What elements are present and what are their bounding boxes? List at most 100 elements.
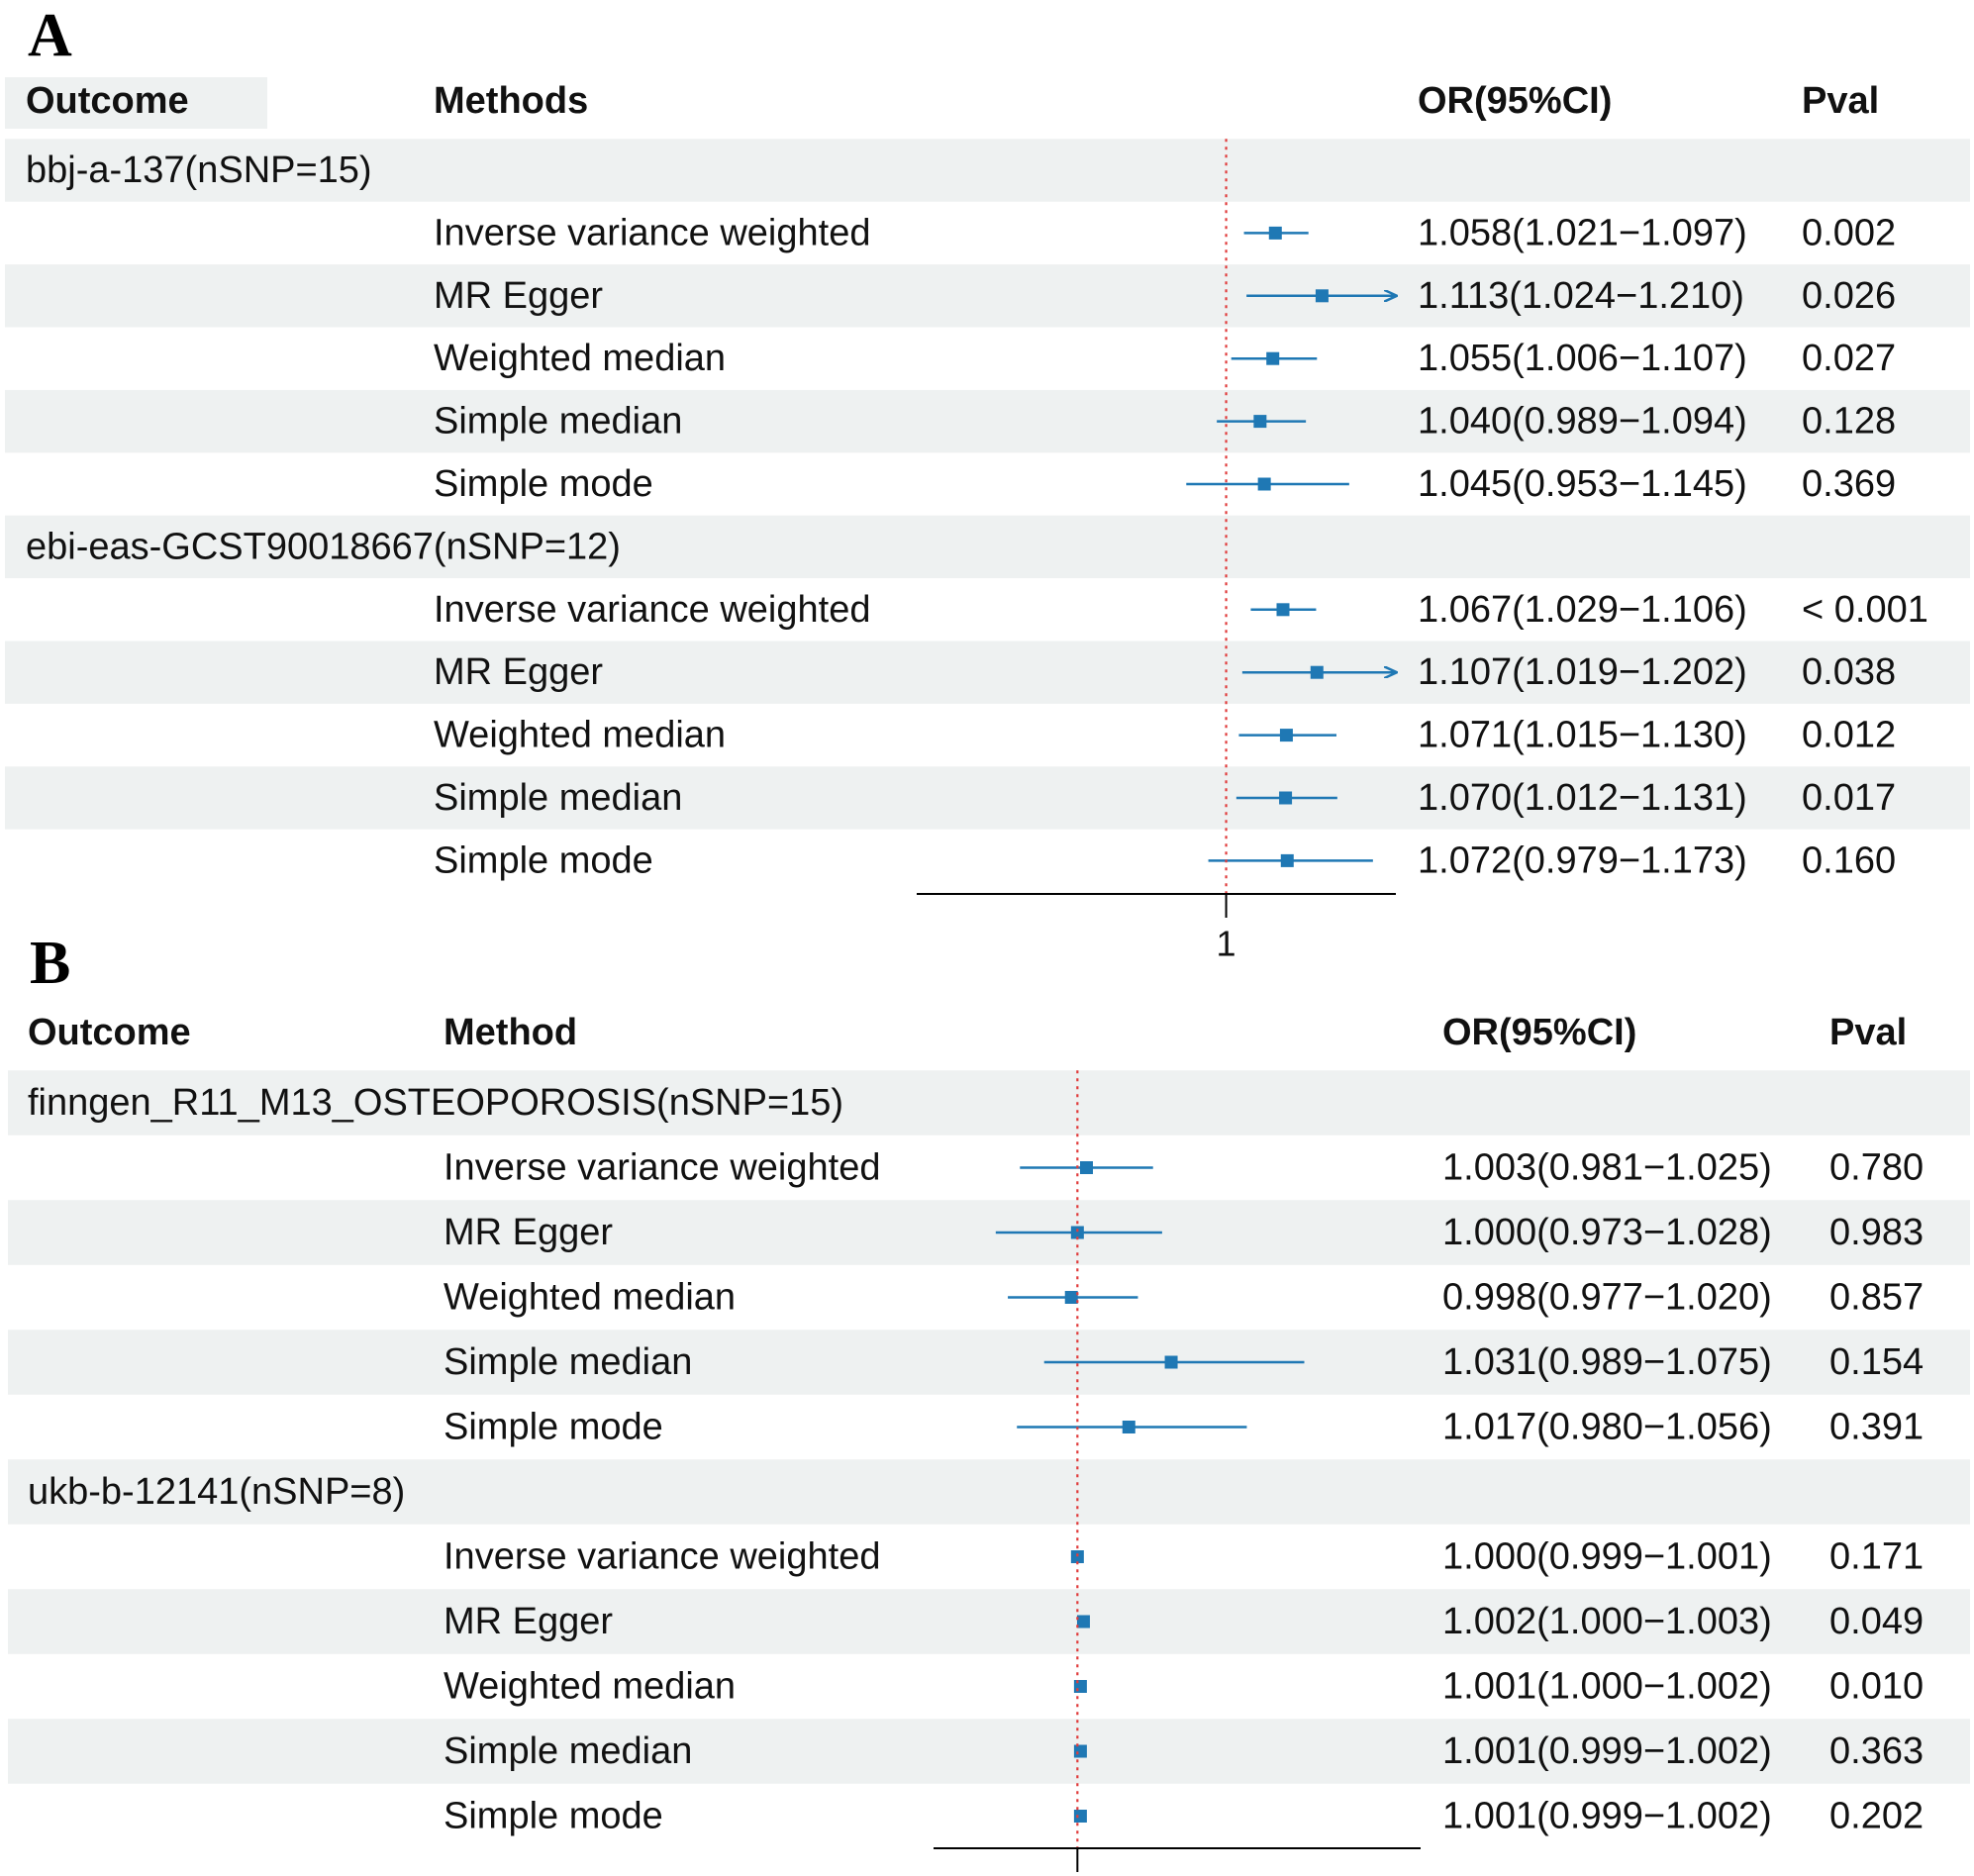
- point-estimate: [1315, 289, 1329, 303]
- row-band: [5, 641, 1970, 704]
- pval-value: 0.002: [1802, 212, 1896, 253]
- header-method: Methods: [434, 80, 588, 122]
- row-band: [5, 389, 1970, 453]
- panel-label-b: B: [30, 930, 70, 997]
- or-ci-value: 1.000(0.973−1.028): [1442, 1212, 1772, 1253]
- or-ci-value: 1.045(0.953−1.145): [1418, 463, 1747, 505]
- method-label: MR Egger: [434, 275, 603, 317]
- or-ci-value: 1.067(1.029−1.106): [1418, 589, 1747, 631]
- method-label: Weighted median: [444, 1277, 736, 1319]
- pval-value: 0.027: [1802, 338, 1896, 379]
- or-ci-value: 1.003(0.981−1.025): [1442, 1147, 1772, 1189]
- panel-label-a: A: [28, 2, 72, 69]
- point-estimate: [1073, 1810, 1087, 1823]
- row-band: [5, 139, 1970, 202]
- or-ci-value: 1.017(0.980−1.056): [1442, 1407, 1772, 1448]
- header-outcome: Outcome: [28, 1012, 191, 1053]
- row-band: [8, 1070, 1970, 1135]
- pval-value: 0.154: [1829, 1341, 1924, 1383]
- group-label: ukb-b-12141(nSNP=8): [28, 1471, 405, 1513]
- row-band: [5, 515, 1970, 579]
- or-ci-value: 1.001(1.000−1.002): [1442, 1666, 1772, 1708]
- or-ci-value: 1.071(1.015−1.130): [1418, 715, 1747, 756]
- method-label: Simple median: [444, 1730, 692, 1772]
- method-label: Weighted median: [434, 715, 726, 756]
- row-band: [5, 766, 1970, 830]
- row-band: [8, 1459, 1970, 1525]
- pval-value: 0.026: [1802, 275, 1896, 317]
- point-estimate: [1070, 1226, 1084, 1239]
- group-label: bbj-a-137(nSNP=15): [26, 149, 372, 191]
- group-label: ebi-eas-GCST90018667(nSNP=12): [26, 526, 621, 567]
- method-label: MR Egger: [444, 1601, 613, 1642]
- pval-value: 0.363: [1829, 1730, 1924, 1772]
- header-pval: Pval: [1829, 1012, 1907, 1053]
- method-label: Simple median: [434, 401, 682, 443]
- point-estimate: [1280, 853, 1294, 867]
- point-estimate: [1164, 1355, 1178, 1369]
- or-ci-value: 1.000(0.999−1.001): [1442, 1536, 1772, 1578]
- point-estimate: [1070, 1550, 1084, 1563]
- method-label: Inverse variance weighted: [444, 1147, 880, 1189]
- pval-value: < 0.001: [1802, 589, 1928, 631]
- pval-value: 0.391: [1829, 1407, 1924, 1448]
- header-pval: Pval: [1802, 80, 1879, 122]
- method-label: MR Egger: [444, 1212, 613, 1253]
- or-ci-value: 1.058(1.021−1.097): [1418, 212, 1747, 253]
- point-estimate: [1253, 415, 1267, 429]
- row-band: [8, 1589, 1970, 1654]
- pval-value: 0.128: [1802, 401, 1896, 443]
- point-estimate: [1310, 665, 1324, 679]
- or-ci-value: 1.031(0.989−1.075): [1442, 1341, 1772, 1383]
- method-label: Simple mode: [444, 1407, 663, 1448]
- row-band: [5, 264, 1970, 328]
- method-label: Inverse variance weighted: [434, 589, 870, 631]
- method-label: Weighted median: [444, 1666, 736, 1708]
- point-estimate: [1073, 1680, 1087, 1693]
- pval-value: 0.010: [1829, 1666, 1924, 1708]
- or-ci-value: 1.002(1.000−1.003): [1442, 1601, 1772, 1642]
- header-outcome: Outcome: [26, 80, 189, 122]
- group-label: finngen_R11_M13_OSTEOPOROSIS(nSNP=15): [28, 1082, 843, 1124]
- pval-value: 0.017: [1802, 777, 1896, 819]
- pval-value: 0.171: [1829, 1536, 1924, 1578]
- header-or-ci: OR(95%CI): [1442, 1012, 1636, 1053]
- point-estimate: [1268, 226, 1282, 240]
- or-ci-value: 1.072(0.979−1.173): [1418, 839, 1747, 881]
- pval-value: 0.983: [1829, 1212, 1924, 1253]
- or-ci-value: 1.001(0.999−1.002): [1442, 1730, 1772, 1772]
- point-estimate: [1122, 1421, 1135, 1433]
- pval-value: 0.049: [1829, 1601, 1924, 1642]
- method-label: Simple median: [444, 1341, 692, 1383]
- header-or-ci: OR(95%CI): [1418, 80, 1612, 122]
- pval-value: 0.012: [1802, 715, 1896, 756]
- pval-value: 0.369: [1802, 463, 1896, 505]
- method-label: Simple mode: [434, 839, 653, 881]
- method-label: MR Egger: [434, 651, 603, 693]
- or-ci-value: 1.040(0.989−1.094): [1418, 401, 1747, 443]
- or-ci-value: 1.055(1.006−1.107): [1418, 338, 1747, 379]
- point-estimate: [1279, 729, 1293, 742]
- or-ci-value: 1.113(1.024−1.210): [1418, 275, 1744, 317]
- pval-value: 0.202: [1829, 1796, 1924, 1837]
- row-band: [8, 1719, 1970, 1784]
- point-estimate: [1080, 1161, 1093, 1174]
- x-tick-label: 1: [1217, 924, 1236, 964]
- point-estimate: [1257, 477, 1271, 491]
- method-label: Inverse variance weighted: [444, 1536, 880, 1578]
- point-estimate: [1279, 791, 1293, 805]
- pval-value: 0.160: [1802, 839, 1896, 881]
- header-outcome-band: [5, 77, 267, 129]
- point-estimate: [1076, 1615, 1090, 1629]
- point-estimate: [1064, 1291, 1078, 1304]
- point-estimate: [1073, 1744, 1087, 1758]
- method-label: Inverse variance weighted: [434, 212, 870, 253]
- or-ci-value: 1.107(1.019−1.202): [1418, 651, 1747, 693]
- or-ci-value: 0.998(0.977−1.020): [1442, 1277, 1772, 1319]
- method-label: Simple median: [434, 777, 682, 819]
- or-ci-value: 1.070(1.012−1.131): [1418, 777, 1747, 819]
- row-band: [8, 1330, 1970, 1395]
- point-estimate: [1266, 351, 1280, 365]
- pval-value: 0.857: [1829, 1277, 1924, 1319]
